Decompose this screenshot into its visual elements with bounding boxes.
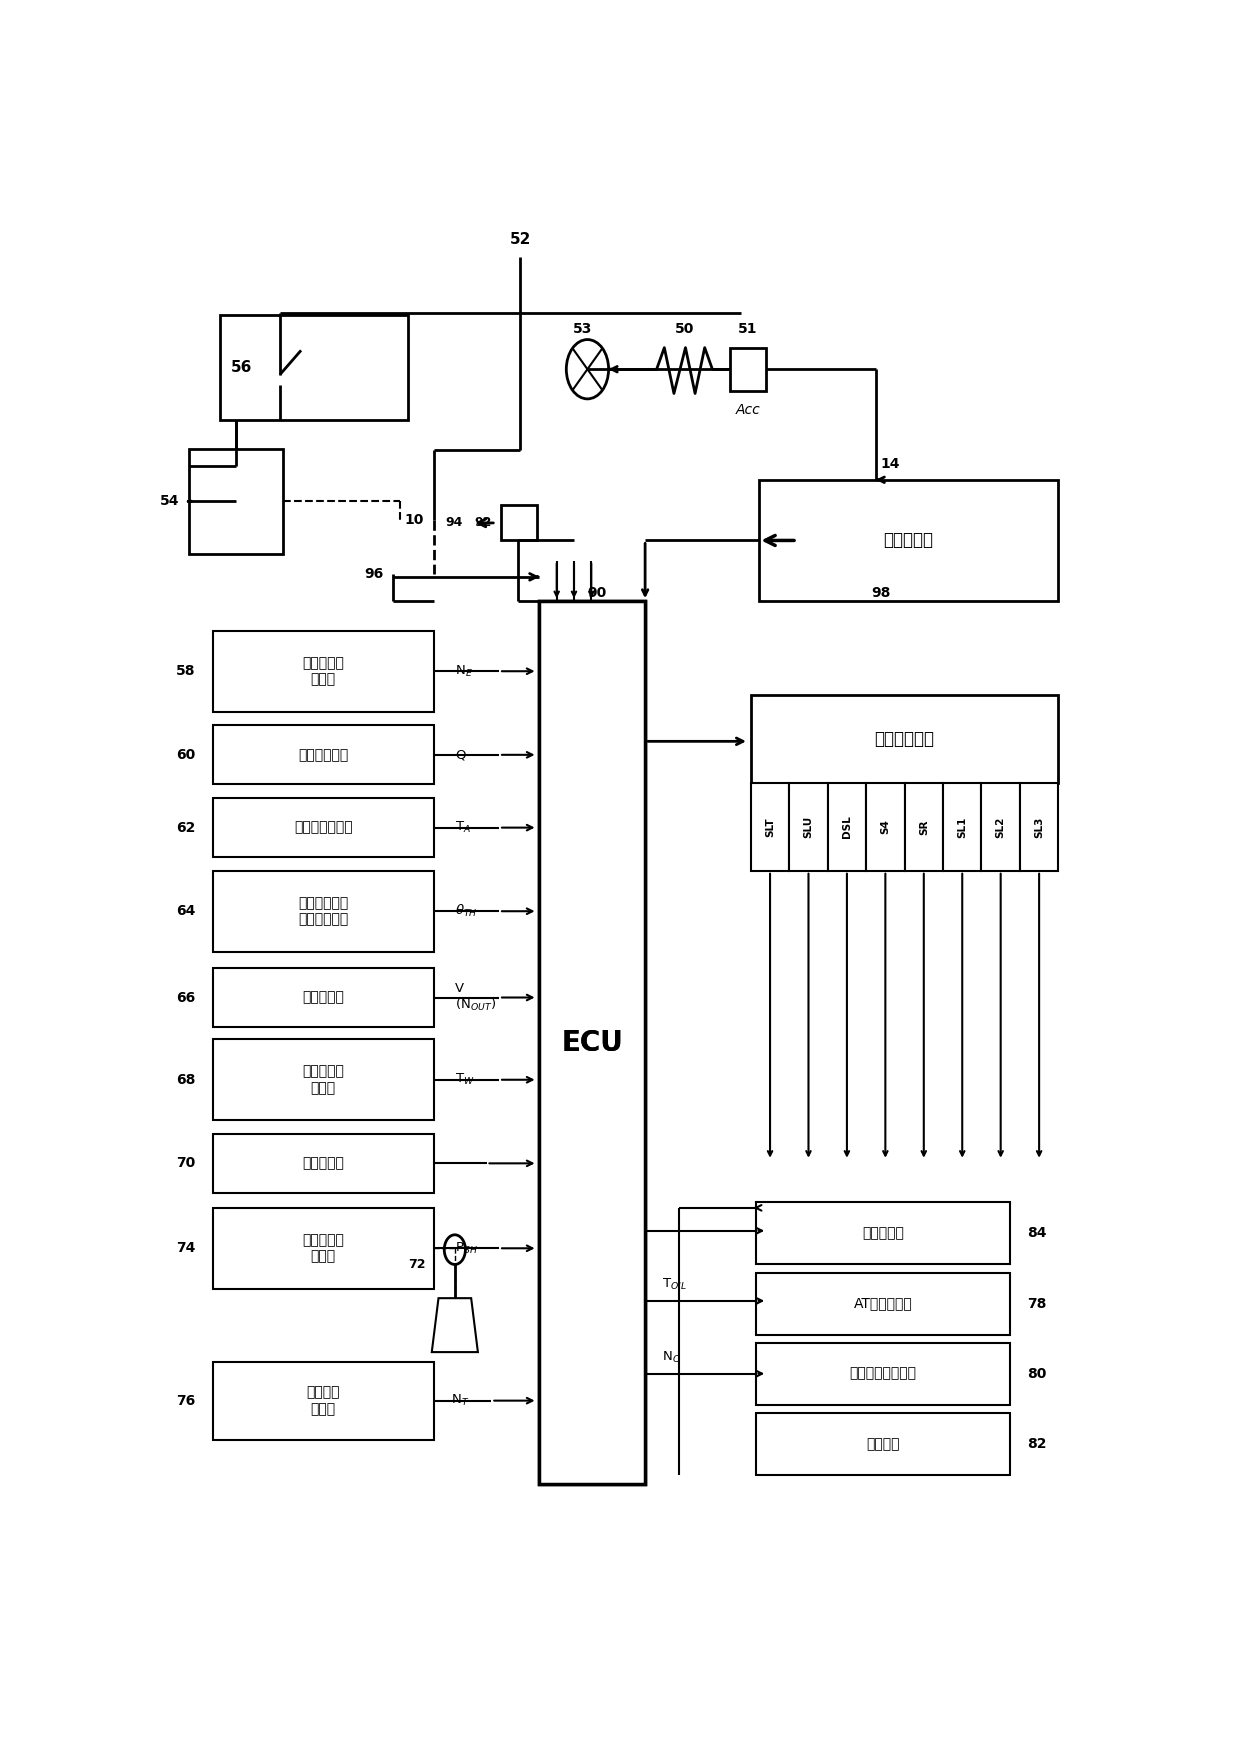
Text: 中间轴转速传感器: 中间轴转速传感器	[849, 1368, 916, 1382]
Text: SL2: SL2	[996, 816, 1006, 837]
Text: 车速传感器: 车速传感器	[303, 991, 345, 1005]
Text: 50: 50	[675, 322, 694, 336]
Text: $\theta_{TH}$: $\theta_{TH}$	[455, 904, 477, 919]
Text: ECU: ECU	[562, 1028, 624, 1056]
Text: ECU: ECU	[562, 1028, 624, 1056]
Bar	[755, 1343, 1011, 1404]
Bar	[755, 1273, 1011, 1334]
Text: 涡轮转速
传感器: 涡轮转速 传感器	[306, 1385, 340, 1417]
Text: AT油温传感器: AT油温传感器	[853, 1296, 913, 1310]
Text: 68: 68	[176, 1073, 196, 1087]
Bar	[755, 1413, 1011, 1474]
Text: 58: 58	[176, 664, 196, 678]
Bar	[751, 783, 790, 870]
Polygon shape	[432, 1297, 477, 1352]
Text: 10: 10	[404, 513, 424, 527]
Text: 制动器开关: 制动器开关	[303, 1156, 345, 1170]
Text: T$_W$: T$_W$	[455, 1072, 475, 1087]
Text: 进气温度传感器: 进气温度传感器	[294, 821, 352, 835]
Bar	[213, 1362, 434, 1439]
Text: N$_T$: N$_T$	[451, 1394, 469, 1408]
Text: 98: 98	[870, 587, 890, 601]
Text: 64: 64	[176, 904, 196, 918]
Text: 70: 70	[176, 1156, 196, 1170]
Bar	[1019, 783, 1058, 870]
Bar	[213, 1040, 434, 1121]
Bar	[221, 315, 408, 420]
Text: T$_{OIL}$: T$_{OIL}$	[662, 1276, 687, 1292]
Bar	[213, 725, 434, 784]
Text: 53: 53	[573, 322, 593, 336]
Bar	[866, 783, 905, 870]
Text: 52: 52	[510, 233, 531, 247]
Text: Acc: Acc	[735, 403, 760, 417]
Bar	[213, 968, 434, 1028]
Text: T$_A$: T$_A$	[455, 819, 471, 835]
Text: 96: 96	[365, 567, 383, 581]
Text: N$_E$: N$_E$	[455, 664, 472, 679]
Text: 冷却液温度
传感器: 冷却液温度 传感器	[303, 1065, 345, 1094]
Text: 51: 51	[738, 322, 758, 336]
Text: 爆燃传感器: 爆燃传感器	[862, 1226, 904, 1240]
Text: N$_C$: N$_C$	[662, 1350, 681, 1366]
Bar	[539, 601, 645, 1485]
Text: 换档杆位置
传感器: 换档杆位置 传感器	[303, 1233, 345, 1264]
Text: 56: 56	[231, 361, 252, 375]
Bar	[213, 630, 434, 711]
Bar	[828, 783, 866, 870]
Text: 92: 92	[474, 517, 491, 529]
Text: 14: 14	[880, 457, 900, 471]
Text: SL3: SL3	[1034, 816, 1044, 837]
Text: 60: 60	[176, 748, 196, 762]
Text: SR: SR	[919, 819, 929, 835]
Text: 80: 80	[1028, 1368, 1047, 1382]
Bar	[942, 783, 982, 870]
Text: 74: 74	[176, 1241, 196, 1255]
Bar	[188, 448, 283, 553]
Text: 90: 90	[588, 587, 606, 601]
Text: S4: S4	[880, 819, 890, 835]
Bar	[213, 1133, 434, 1192]
Text: 自动变速器: 自动变速器	[883, 532, 934, 550]
Bar	[213, 798, 434, 858]
Text: V
(N$_{OUT}$): V (N$_{OUT}$)	[455, 982, 496, 1014]
Bar	[982, 783, 1021, 870]
Text: 62: 62	[176, 821, 196, 835]
Text: 76: 76	[176, 1394, 196, 1408]
Text: 带怠速开关的
节气门传感器: 带怠速开关的 节气门传感器	[298, 897, 348, 926]
Bar	[759, 480, 1058, 601]
Text: Q: Q	[455, 748, 465, 762]
Bar	[751, 695, 1058, 783]
Text: P$_{SH}$: P$_{SH}$	[455, 1241, 477, 1255]
Bar	[755, 1203, 1011, 1264]
Text: 54: 54	[160, 494, 179, 508]
Bar	[729, 348, 766, 390]
Text: 84: 84	[1028, 1226, 1047, 1240]
Text: SLT: SLT	[765, 818, 775, 837]
Text: 94: 94	[445, 517, 463, 529]
Bar	[501, 506, 537, 541]
Text: SL1: SL1	[957, 816, 967, 837]
Bar	[213, 870, 434, 953]
Text: 发动机转速
传感器: 发动机转速 传感器	[303, 657, 345, 686]
Bar	[213, 1208, 434, 1289]
Text: 82: 82	[1028, 1438, 1047, 1452]
Text: 72: 72	[408, 1257, 427, 1271]
Bar	[789, 783, 828, 870]
Bar	[905, 783, 944, 870]
Text: 点火开关: 点火开关	[867, 1438, 900, 1452]
Text: DSL: DSL	[842, 816, 852, 839]
Text: 进气量传感器: 进气量传感器	[298, 748, 348, 762]
Bar	[539, 601, 645, 1485]
Text: 液压控制回路: 液压控制回路	[874, 730, 935, 748]
Text: 78: 78	[1028, 1296, 1047, 1310]
Text: SLU: SLU	[804, 816, 813, 839]
Text: 66: 66	[176, 991, 196, 1005]
